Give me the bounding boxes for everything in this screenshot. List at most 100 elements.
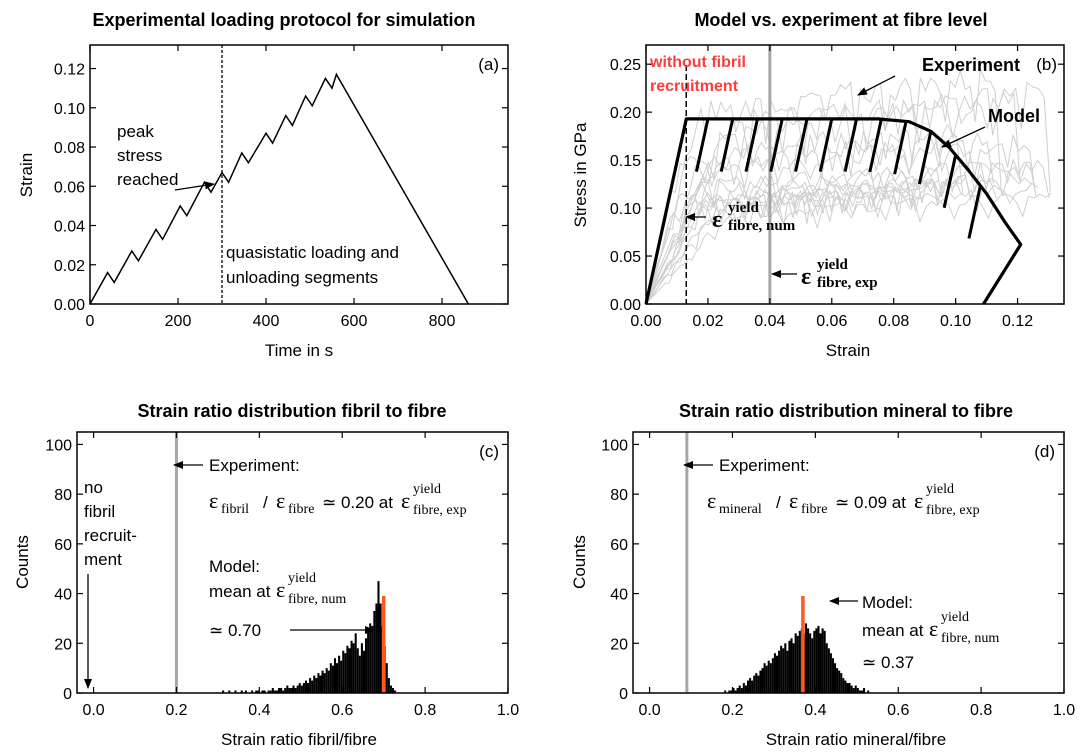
panel-b-model-line (644, 117, 1023, 305)
panel-a-label: (a) (478, 55, 499, 74)
panel-b-model-unloading-segments (694, 118, 982, 239)
panel-c-ratio-sub-a: fibril (221, 502, 249, 517)
panel-d-bar (867, 690, 870, 693)
panel-c-bar (379, 603, 382, 693)
panel-d-bar (815, 628, 818, 693)
panel-a-ytick-label: 0.00 (54, 297, 85, 314)
panel-b-model-vs-experiment: Model vs. experiment at fibre level 0.00… (571, 10, 1065, 360)
panel-a-marks (89, 45, 470, 305)
panel-c-bar (389, 685, 392, 693)
panel-d-bar (854, 685, 857, 693)
panel-d-ratio-slash: / (776, 493, 781, 512)
panel-d-bar (749, 678, 752, 693)
panel-b-xtick-label: 0.08 (878, 313, 909, 330)
panel-b-experiment-curves (645, 67, 1052, 305)
panel-b-unloading-segment (843, 118, 859, 172)
panel-b-title: Model vs. experiment at fibre level (694, 10, 987, 30)
panel-c-bar (375, 603, 378, 693)
panel-c-xtick-label: 0.2 (165, 702, 187, 719)
panel-c-ratio-sub-b: fibre (288, 502, 314, 517)
panel-c-model-eps-sup: yield (288, 571, 316, 586)
panel-b-unloading-segment (893, 121, 908, 175)
panel-d-xtick-label: 0.6 (887, 702, 909, 719)
panel-d-ytick-label: 60 (610, 537, 628, 554)
panel-d-bar (753, 675, 756, 693)
panel-a-ytick-label: 0.08 (54, 140, 85, 157)
panel-c-xtick-label: 0.8 (414, 702, 436, 719)
panel-c-bar (323, 673, 326, 693)
panel-b-experiment-arrow (857, 75, 896, 96)
panel-d-bar (734, 690, 737, 693)
panel-c-ytick-label: 40 (54, 587, 72, 604)
panel-c-bar (313, 675, 316, 693)
panel-d-bar (759, 670, 762, 693)
panel-b-ytick-label: 0.10 (610, 201, 641, 218)
panel-a-xtick-label: 200 (165, 313, 192, 330)
panel-b-experiment-curve (645, 132, 994, 305)
panel-d-bar (836, 668, 839, 693)
panel-c-ytick-label: 100 (45, 437, 72, 454)
panel-a-anno-segments-1: quasistatic loading and (226, 243, 399, 262)
panel-c-bar (309, 678, 312, 693)
panel-a-ytick-label: 0.12 (54, 62, 85, 79)
panel-d-bar (728, 690, 731, 693)
panel-c-bar (273, 690, 276, 693)
panel-c-anno-norecruit-3: recruit- (84, 526, 137, 545)
panel-c-bar (269, 690, 272, 693)
panel-d-bar (829, 653, 832, 693)
panel-d-ytick-label: 40 (610, 587, 628, 604)
panel-d-bar (804, 623, 808, 693)
panel-d-bar (807, 628, 810, 693)
panel-c-anno-norecruit-1: no (84, 478, 103, 497)
panel-c-bar (261, 690, 264, 693)
panel-d-bar (732, 688, 735, 693)
panel-c-title: Strain ratio distribution fibril to fibr… (138, 401, 447, 421)
panel-b-eps-exp-sup: yield (817, 257, 848, 273)
panel-d-bar (778, 650, 781, 693)
panel-d-model-eps-sub: fibre, num (941, 631, 999, 646)
panel-b-xtick-label: 0.04 (754, 313, 785, 330)
panel-c-anno-model-1: Model: (209, 557, 260, 576)
panel-b-experiment-curve (645, 123, 964, 305)
panel-c-ratio-value: ≃ 0.20 at (322, 493, 393, 512)
panel-b-anno-no-recruit-2: recruitment (650, 78, 739, 95)
panel-c-bar (391, 688, 395, 693)
panel-b-unloading-segment (967, 185, 982, 239)
panel-b-unloading-segment (744, 118, 759, 172)
panel-c-xtick-label: 0.0 (82, 702, 104, 719)
panel-c-ytick-label: 80 (54, 487, 72, 504)
panel-d-bar (809, 633, 812, 693)
panel-d-ylabel: Counts (570, 535, 589, 589)
panel-d-bar (838, 670, 841, 693)
panel-c-model-eps-sub: fibre, num (288, 592, 346, 607)
panel-d-bar (738, 685, 741, 693)
panel-c-anno-norecruit-4: ment (84, 550, 122, 569)
panel-d-eps-exp-sub: fibre, exp (926, 503, 980, 518)
panel-d-bar (744, 685, 747, 693)
panel-c-bar (358, 655, 361, 693)
panel-d-ytick-label: 80 (610, 487, 628, 504)
panel-c-bar (356, 648, 359, 693)
panel-c-marks (174, 432, 397, 693)
panel-b-xtick-label: 0.06 (816, 313, 847, 330)
panel-d-ytick-label: 100 (601, 437, 628, 454)
panel-c-bar (292, 685, 295, 693)
panel-d-ticks: 0.0 0.2 0.4 0.6 0.8 1.0 0 20 40 60 80 100 (601, 432, 1075, 719)
panel-c-bar (352, 643, 355, 693)
panel-a-ytick-label: 0.02 (54, 258, 85, 275)
panel-d-ratio-eps-1: ε (707, 488, 716, 513)
panel-c-bar (222, 690, 225, 693)
panel-c-bar (288, 688, 291, 693)
panel-d-histogram (724, 623, 870, 693)
panel-d-ratio-sub-b: fibre (801, 502, 827, 517)
panel-c-ticks: 0.0 0.2 0.4 0.6 0.8 1.0 0 20 40 60 80 100 (45, 432, 519, 719)
panel-d-xtick-label: 1.0 (1053, 702, 1075, 719)
panel-a-xlabel: Time in s (265, 341, 333, 360)
panel-b-experiment-curve (645, 179, 946, 305)
panel-b-xtick-label: 0.00 (630, 313, 661, 330)
panel-c-bar (302, 683, 305, 693)
panel-b-ylabel: Stress in GPa (571, 122, 590, 227)
panel-c-bar (311, 680, 314, 693)
panel-d-bar (763, 663, 766, 693)
panel-c-bar (280, 688, 283, 693)
